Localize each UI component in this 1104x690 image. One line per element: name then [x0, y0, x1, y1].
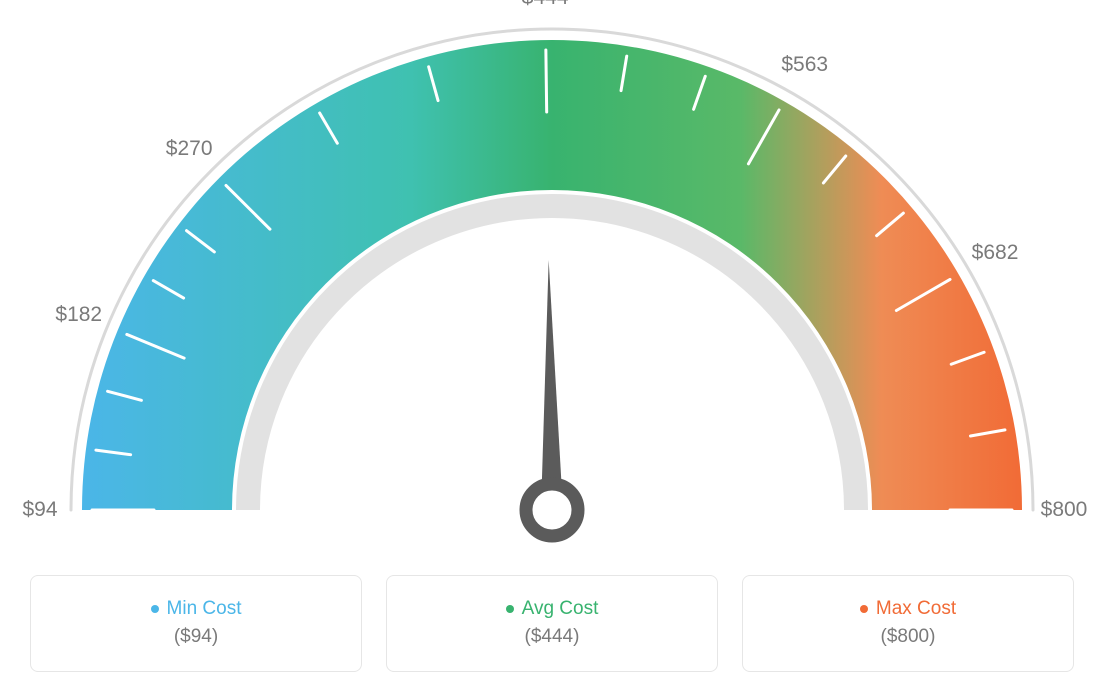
legend-dot-avg [506, 605, 514, 613]
gauge-tick-label: $682 [972, 241, 1019, 265]
legend-title-min-text: Min Cost [167, 598, 242, 620]
gauge-tick-label: $444 [522, 0, 569, 10]
gauge-tick-label: $94 [22, 498, 57, 522]
legend-value-avg: ($444) [525, 626, 580, 648]
legend-dot-min [151, 605, 159, 613]
cost-gauge: $94 $182 $270 $444 $563 $682 $800 [0, 0, 1104, 565]
legend-title-max-text: Max Cost [876, 598, 956, 620]
legend-card-avg: Avg Cost ($444) [386, 575, 718, 672]
legend-title-max: Max Cost [860, 598, 956, 620]
legend-card-min: Min Cost ($94) [30, 575, 362, 672]
gauge-tick-label: $270 [166, 137, 213, 161]
legend-title-avg-text: Avg Cost [522, 598, 599, 620]
legend-title-avg: Avg Cost [506, 598, 599, 620]
legend-dot-max [860, 605, 868, 613]
gauge-tick-label: $563 [781, 53, 828, 77]
legend-row: Min Cost ($94) Avg Cost ($444) Max Cost … [0, 575, 1104, 690]
legend-card-max: Max Cost ($800) [742, 575, 1074, 672]
legend-value-min: ($94) [174, 626, 218, 648]
gauge-tick-label: $182 [55, 303, 102, 327]
legend-title-min: Min Cost [151, 598, 242, 620]
gauge-svg [0, 0, 1104, 565]
gauge-tick-label: $800 [1041, 498, 1088, 522]
legend-value-max: ($800) [881, 626, 936, 648]
